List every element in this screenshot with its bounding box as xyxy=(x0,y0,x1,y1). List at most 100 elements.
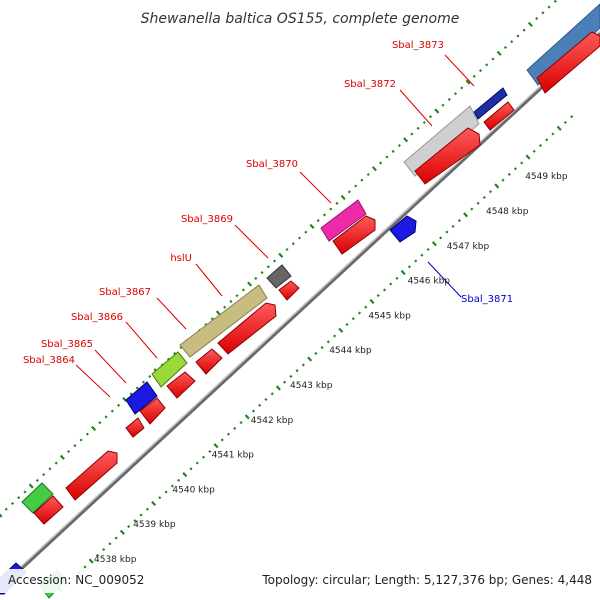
tick-mark xyxy=(182,472,188,478)
tick-mark xyxy=(541,11,545,15)
tick-mark xyxy=(538,144,543,148)
label-sbal-3870[interactable]: Sbal_3870 xyxy=(246,159,298,170)
cds-arrow[interactable] xyxy=(139,397,166,425)
tick-mark xyxy=(307,356,313,362)
tick-mark xyxy=(226,432,231,436)
feature-sbal-3873[interactable] xyxy=(526,3,600,86)
feature-sbal-3867[interactable] xyxy=(179,284,268,358)
cds-arrow[interactable] xyxy=(332,215,376,255)
kbp-label: 4549 kbp xyxy=(525,172,568,182)
cds-arrow[interactable] xyxy=(125,417,145,438)
label-sbal-3873[interactable]: Sbal_3873 xyxy=(392,40,444,51)
tick-mark xyxy=(478,69,483,73)
feature-sbal-3871[interactable] xyxy=(389,215,417,243)
cds-arrow[interactable] xyxy=(65,450,118,501)
tick-mark xyxy=(266,265,270,269)
tick-mark xyxy=(371,166,377,172)
tick-mark xyxy=(366,172,370,177)
tick-mark xyxy=(347,190,351,194)
tick-mark xyxy=(135,386,139,390)
tick-mark xyxy=(0,512,3,518)
label-sbal-3872[interactable]: Sbal_3872 xyxy=(344,79,396,90)
label-sbal-3866[interactable]: Sbal_3866 xyxy=(71,312,123,323)
cds-arrow[interactable] xyxy=(483,101,515,131)
tick-mark xyxy=(516,34,520,38)
tick-mark xyxy=(510,40,514,44)
tick-mark xyxy=(91,425,97,431)
label-sbal-3871[interactable]: Sbal_3871 xyxy=(461,294,513,305)
kbp-label: 4543 kbp xyxy=(290,381,333,391)
tick-mark xyxy=(170,484,174,488)
tick-mark xyxy=(351,317,355,321)
topology-summary: Topology: circular; Length: 5,127,376 bp… xyxy=(262,573,592,587)
tick-mark xyxy=(527,21,533,27)
tick-mark xyxy=(382,288,387,292)
tick-mark xyxy=(389,282,393,286)
tick-mark xyxy=(283,380,287,384)
feature-green-left[interactable] xyxy=(21,482,54,514)
tick-mark xyxy=(451,224,455,228)
label-sbal-3869[interactable]: Sbal_3869 xyxy=(181,214,233,225)
tick-mark xyxy=(59,454,65,460)
tick-mark xyxy=(95,553,99,557)
label-sbal-3864[interactable]: Sbal_3864 xyxy=(23,355,75,366)
cds-arrow[interactable] xyxy=(33,495,64,525)
cds-arrow[interactable] xyxy=(217,302,277,355)
tick-mark xyxy=(273,259,277,263)
tick-mark xyxy=(220,438,224,442)
tick-mark xyxy=(503,45,507,50)
cds-arrow[interactable] xyxy=(414,127,481,185)
feature-sbal-3870[interactable] xyxy=(320,199,367,242)
tick-mark xyxy=(379,161,383,165)
tick-mark xyxy=(488,190,493,194)
tick-mark xyxy=(148,374,152,379)
cds-arrow[interactable] xyxy=(278,280,300,301)
tick-mark xyxy=(410,132,414,136)
tick-mark xyxy=(195,461,199,465)
tick-mark xyxy=(201,455,206,459)
tick-mark xyxy=(491,57,495,61)
label-hslU[interactable]: hslU xyxy=(170,253,192,264)
tick-mark xyxy=(397,144,401,148)
label-sbal-3865[interactable]: Sbal_3865 xyxy=(41,339,93,350)
tick-mark xyxy=(434,108,440,114)
feature-sbal-3865[interactable] xyxy=(125,381,158,415)
tick-mark xyxy=(556,125,562,131)
feature-sbal-3866[interactable] xyxy=(151,351,188,388)
tick-mark xyxy=(241,288,245,292)
feature-hslU-gray[interactable] xyxy=(266,264,292,289)
tick-mark xyxy=(278,252,284,258)
tick-mark xyxy=(501,178,505,182)
cds-arrow[interactable] xyxy=(536,31,600,94)
tick-mark xyxy=(320,346,324,350)
tick-mark xyxy=(244,414,250,420)
gene-features xyxy=(0,3,600,599)
tick-mark xyxy=(403,137,409,143)
cds-arrow[interactable] xyxy=(195,348,223,375)
tick-mark xyxy=(496,50,502,56)
tick-mark xyxy=(104,415,108,419)
tick-mark xyxy=(4,507,8,511)
tick-mark xyxy=(333,334,337,338)
tick-mark xyxy=(416,126,420,130)
tick-mark xyxy=(357,311,362,315)
tick-mark xyxy=(208,449,212,454)
feature-sbal-3873-inner[interactable] xyxy=(473,87,508,120)
tick-mark xyxy=(289,374,293,378)
tick-mark xyxy=(139,513,143,517)
feature-sbal-3872[interactable] xyxy=(403,105,480,177)
label-sbal-3867[interactable]: Sbal_3867 xyxy=(99,287,151,298)
kbp-label: 4538 kbp xyxy=(94,555,137,565)
tick-mark xyxy=(247,281,253,287)
tick-mark xyxy=(364,305,368,309)
tick-mark xyxy=(17,496,21,500)
cds-arrow[interactable] xyxy=(166,371,196,399)
tick-mark xyxy=(329,207,333,211)
tick-mark xyxy=(79,438,83,442)
tick-mark xyxy=(545,138,549,142)
kbp-label: 4545 kbp xyxy=(368,311,411,321)
tick-mark xyxy=(164,490,168,494)
tick-mark xyxy=(447,97,451,101)
tick-mark xyxy=(465,79,471,85)
